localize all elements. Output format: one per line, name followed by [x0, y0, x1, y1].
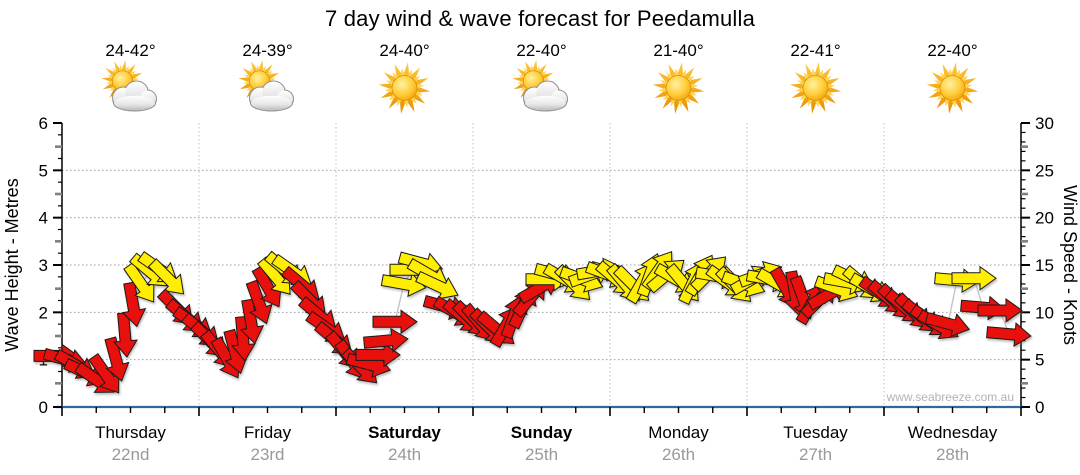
sun-disc — [802, 75, 829, 101]
chart-title: 7 day wind & wave forecast for Peedamull… — [324, 6, 756, 31]
wind-arrow-yellow — [415, 270, 459, 300]
wind-arrow-red — [924, 312, 971, 338]
right-axis-tick-label: 5 — [1035, 351, 1044, 370]
weather-icon-sun-cloud — [238, 59, 294, 112]
cloud-shape — [251, 95, 292, 111]
wind-arrow-yellow — [951, 265, 997, 291]
right-axis-tick-label: 10 — [1035, 303, 1054, 322]
wind-arrow-red — [121, 281, 147, 328]
wind-arrow-red — [231, 315, 256, 362]
day-label: Wednesday — [908, 423, 998, 442]
weather-icon-sun — [789, 62, 842, 114]
left-axis-title: Wave Height - Metres — [2, 178, 22, 351]
wind-arrow-yellow — [123, 262, 155, 303]
wind-arrows-layer — [33, 250, 1032, 394]
wind-arrow-red — [977, 297, 1023, 323]
day-label: Monday — [648, 423, 709, 442]
day-label: Friday — [244, 423, 292, 442]
wind-arrow-yellow — [147, 258, 185, 295]
date-label: 24th — [388, 445, 421, 464]
date-label: 26th — [662, 445, 695, 464]
date-label: 23rd — [250, 445, 284, 464]
left-axis-tick-label: 0 — [39, 398, 48, 417]
wind-arrow-red — [88, 352, 120, 394]
sun-disc — [665, 75, 692, 101]
day-label: Sunday — [511, 423, 573, 442]
day-label: Tuesday — [783, 423, 848, 442]
day-label: Thursday — [95, 423, 166, 442]
temp-label: 24-39° — [242, 41, 292, 60]
wind-arrow-red — [245, 279, 273, 325]
right-axis-title: Wind Speed - Knots — [1060, 185, 1080, 345]
wind-arrow-red — [239, 298, 265, 345]
wind-arrow-red — [363, 327, 409, 353]
right-axis-tick-label: 0 — [1035, 398, 1044, 417]
watermark: www.seabreeze.com.au — [886, 390, 1014, 404]
left-axis-tick-label: 2 — [39, 303, 48, 322]
temp-label: 22-40° — [516, 41, 566, 60]
cloud-shape — [114, 95, 155, 111]
temp-label: 22-40° — [927, 41, 977, 60]
wind-arrow-yellow — [380, 272, 427, 298]
right-axis-tick-label: 15 — [1035, 256, 1054, 275]
temp-label: 24-40° — [379, 41, 429, 60]
right-axis-tick-label: 20 — [1035, 209, 1054, 228]
date-label: 22nd — [112, 445, 150, 464]
wind-arrow-red — [113, 312, 138, 358]
wind-arrow-red — [372, 309, 418, 335]
temp-label: 21-40° — [653, 41, 703, 60]
weather-icon-sun — [652, 62, 705, 114]
wind-arrow-red — [355, 342, 401, 368]
sun-disc — [939, 75, 966, 101]
temp-label: 24-42° — [105, 41, 155, 60]
date-label: 28th — [936, 445, 969, 464]
right-axis-tick-label: 25 — [1035, 161, 1054, 180]
day-label: Saturday — [368, 423, 441, 442]
weather-icon-sun — [378, 62, 431, 114]
weather-icon-sun-cloud — [101, 59, 157, 112]
wind-arrow-red — [104, 336, 130, 382]
left-axis-tick-label: 5 — [39, 161, 48, 180]
left-axis-tick-label: 4 — [39, 209, 48, 228]
cloud-shape — [525, 95, 566, 111]
sun-disc — [391, 75, 418, 101]
left-axis-tick-label: 3 — [39, 256, 48, 275]
wind-arrow-red — [986, 322, 1032, 348]
right-axis-tick-label: 30 — [1035, 114, 1054, 133]
date-label: 27th — [799, 445, 832, 464]
temp-label: 22-41° — [790, 41, 840, 60]
left-axis-tick-label: 6 — [39, 114, 48, 133]
date-label: 25th — [525, 445, 558, 464]
weather-icon-sun — [926, 62, 979, 114]
weather-icon-sun-cloud — [512, 59, 568, 112]
